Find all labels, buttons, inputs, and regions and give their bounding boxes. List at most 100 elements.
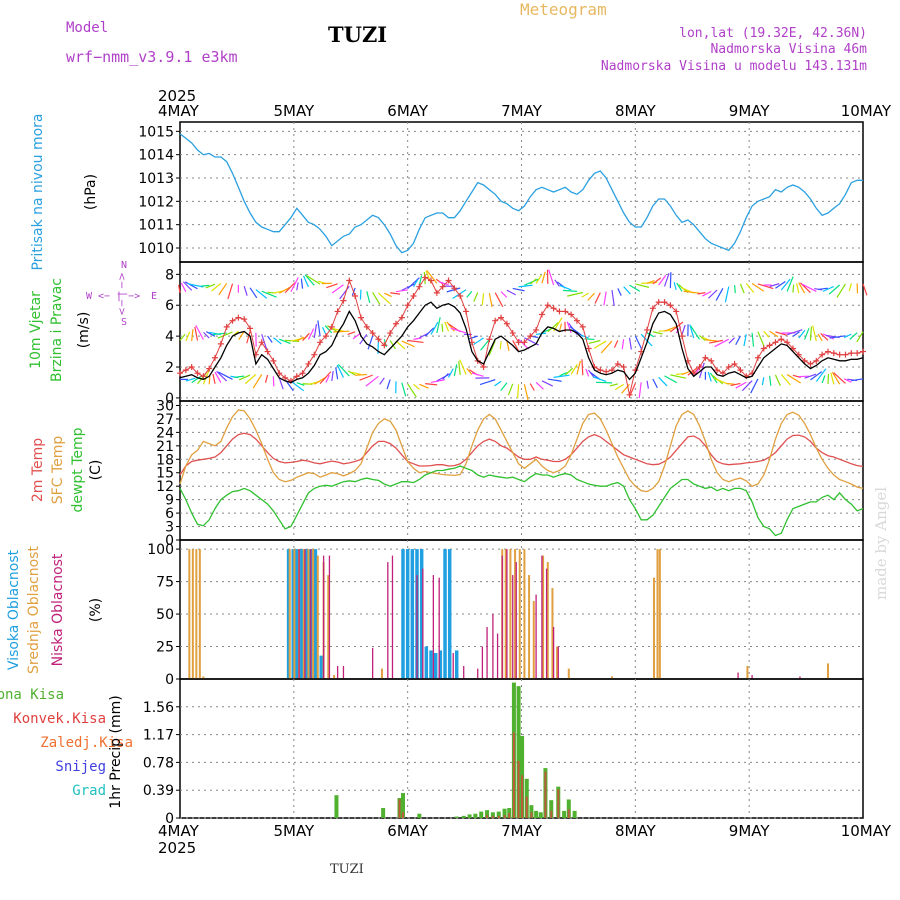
precip-legend-4: Grad: [72, 783, 106, 799]
precip-total-bar: [516, 686, 521, 818]
x-tick-label-top: 4MAY: [158, 102, 200, 120]
wind-direction-arrow: [234, 375, 245, 378]
wind-direction-arrow: [763, 330, 770, 338]
wind-gust-marker: [696, 364, 703, 371]
wind-direction-arrow: [467, 335, 478, 340]
clouds-high-bar: [313, 549, 318, 679]
temperature-ytick-label: 12: [156, 479, 174, 495]
clouds-low-bar: [515, 562, 517, 679]
wind-direction-arrow: [817, 287, 829, 291]
temperature-ytick-label: 21: [156, 439, 174, 455]
precip-total-bar: [566, 799, 571, 818]
wind-direction-arrow: [652, 378, 658, 389]
pressure-ylabel: Pritisak na nivou mora: [30, 113, 46, 270]
wind-direction-arrow: [203, 331, 210, 339]
precip-convective-bar: [486, 815, 489, 818]
wind-direction-arrow: [739, 283, 745, 294]
wind-gust-marker: [346, 277, 353, 284]
wind-direction-arrow: [689, 324, 695, 339]
wind-direction-arrow: [757, 331, 765, 347]
wind-direction-arrow: [745, 282, 755, 294]
wind-gust-marker: [737, 367, 744, 374]
precip-total-bar: [467, 814, 472, 818]
clouds-high-bar: [424, 646, 429, 679]
wind-direction-arrow: [446, 321, 455, 332]
wind-direction-arrow: [535, 274, 543, 284]
wind-direction-arrow: [446, 287, 461, 293]
clouds-mid-bar: [288, 549, 291, 679]
wind-direction-arrow: [264, 374, 269, 383]
wind-direction-arrow: [290, 380, 305, 392]
wind-direction-arrow: [646, 280, 655, 284]
wind-direction-arrow: [683, 290, 700, 294]
x-year-bottom: 2025: [158, 839, 196, 857]
temperature-sfc-line: [179, 409, 864, 493]
wind-direction-arrow: [488, 340, 496, 356]
wind-direction-arrow: [594, 292, 601, 304]
wind-direction-arrow: [313, 324, 318, 339]
wind-direction-arrow: [713, 377, 729, 385]
clouds-low-bar: [506, 549, 508, 679]
wind-direction-arrow: [261, 290, 277, 298]
wind-direction-arrow: [576, 360, 581, 375]
wind-direction-arrow: [815, 368, 827, 382]
wind-direction-arrow: [812, 325, 817, 342]
clouds-mid-bar: [653, 577, 656, 679]
wind-direction-arrow: [331, 284, 344, 294]
wind-direction-arrow: [436, 317, 441, 334]
wind-direction-arrow: [390, 292, 401, 295]
wind-gust-marker: [556, 308, 563, 315]
clouds-low-bar: [387, 562, 389, 679]
wind-direction-arrow: [831, 371, 841, 385]
wind-direction-arrow: [324, 325, 333, 334]
pressure-ytick-label: 1012: [138, 194, 174, 210]
clouds-ytick-label: 25: [156, 640, 174, 656]
wind-direction-arrow: [425, 270, 432, 284]
wind-direction-arrow: [652, 331, 663, 335]
wind-gust-marker: [585, 345, 592, 352]
wind-gust-marker: [416, 283, 423, 290]
wind-direction-arrow: [506, 340, 510, 351]
wind-direction-arrow: [499, 341, 502, 350]
wind-direction-arrow: [709, 339, 724, 344]
clouds-mid-bar: [380, 668, 383, 679]
wind-gust-marker: [375, 336, 382, 343]
clouds-low-bar: [486, 627, 488, 679]
clouds-low-bar: [371, 647, 374, 679]
wind-direction-arrow: [581, 292, 589, 298]
wind-direction-arrow: [243, 285, 248, 296]
wind-direction-arrow: [267, 335, 273, 343]
wind-gust-marker: [206, 365, 213, 372]
wind-direction-arrow: [786, 329, 803, 336]
wind-direction-arrow: [296, 336, 304, 342]
wind-gust-marker: [328, 323, 335, 330]
wind-gust-marker: [784, 339, 791, 346]
wind-direction-arrow: [372, 292, 381, 305]
wind-direction-arrow: [676, 282, 683, 292]
wind-direction-arrow: [798, 282, 806, 294]
temperature-ytick-label: 0: [165, 533, 174, 549]
clouds-mid-bar: [202, 676, 205, 679]
wind-direction-arrow: [450, 327, 467, 334]
x-tick-label-top: 5MAY: [273, 102, 315, 120]
precip-total-bar: [529, 805, 534, 818]
wind-direction-arrow: [581, 359, 584, 376]
wind-direction-arrow: [184, 281, 198, 290]
wind-direction-arrow: [507, 383, 514, 396]
wind-direction-arrow: [441, 323, 444, 332]
wind-direction-arrow: [488, 293, 493, 308]
coords-line: lon,lat (19.32E, 42.36N): [679, 26, 867, 41]
pressure-frame: [179, 121, 864, 263]
clouds-high-bar: [443, 549, 447, 679]
wind-gust-marker: [433, 289, 440, 296]
wind-gust-marker: [778, 336, 785, 343]
wind-direction-arrow: [389, 340, 396, 350]
precip-convective-bar: [525, 796, 528, 818]
wind-direction-arrow: [851, 378, 864, 382]
wind-gust-marker: [334, 308, 341, 315]
wind-direction-arrow: [218, 371, 233, 380]
wind-direction-arrow: [336, 364, 344, 378]
wind-direction-arrow: [453, 364, 458, 377]
wind-gust-marker: [597, 367, 604, 374]
